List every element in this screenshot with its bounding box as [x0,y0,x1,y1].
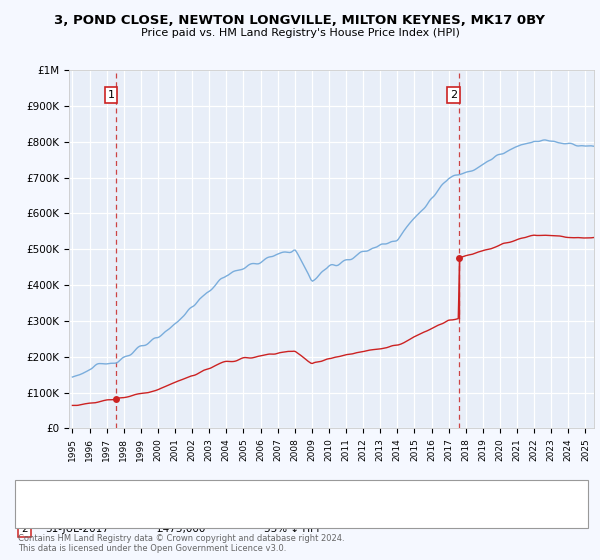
Text: 3, POND CLOSE, NEWTON LONGVILLE, MILTON KEYNES, MK17 0BY (detached house): 3, POND CLOSE, NEWTON LONGVILLE, MILTON … [55,488,433,497]
Text: HPI: Average price, detached house, Buckinghamshire: HPI: Average price, detached house, Buck… [55,507,301,516]
Text: 24-JUL-1997: 24-JUL-1997 [45,506,109,516]
Text: 54% ↓ HPI: 54% ↓ HPI [264,506,319,516]
Text: 2: 2 [450,90,457,100]
Text: 31-JUL-2017: 31-JUL-2017 [45,524,109,534]
Text: Contains HM Land Registry data © Crown copyright and database right 2024.
This d: Contains HM Land Registry data © Crown c… [18,534,344,553]
Text: 1: 1 [107,90,115,100]
Text: 3, POND CLOSE, NEWTON LONGVILLE, MILTON KEYNES, MK17 0BY: 3, POND CLOSE, NEWTON LONGVILLE, MILTON … [55,14,545,27]
Text: Price paid vs. HM Land Registry's House Price Index (HPI): Price paid vs. HM Land Registry's House … [140,28,460,38]
Text: £83,000: £83,000 [156,506,199,516]
Text: £475,000: £475,000 [156,524,205,534]
Text: 33% ↓ HPI: 33% ↓ HPI [264,524,319,534]
Text: 1: 1 [21,506,28,516]
Text: 2: 2 [21,524,28,534]
